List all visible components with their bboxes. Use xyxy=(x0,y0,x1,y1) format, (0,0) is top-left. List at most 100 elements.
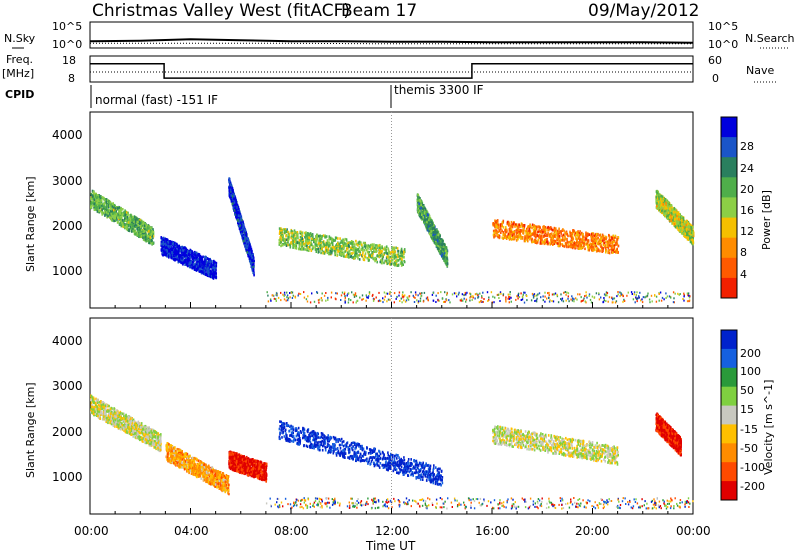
heatmap-cell-power-plot-0 xyxy=(150,233,153,237)
heatmap-cell-power-plot-3 xyxy=(397,255,399,259)
heatmap-cell-power-plot-1 xyxy=(200,256,203,260)
heatmap-cell-power-plot-1 xyxy=(207,272,210,275)
heatmap-cell-power-plot-4 xyxy=(446,262,449,265)
heatmap-cell-power-plot-1 xyxy=(201,262,203,265)
heatmap-cell-power-plot-0 xyxy=(152,242,155,245)
heatmap-cell-power-plot-3 xyxy=(293,229,296,232)
heatmap-cell-power-plot-3 xyxy=(368,250,370,254)
heatmap-cell-power-plot-1 xyxy=(214,260,216,264)
heatmap-cell-power-plot-0 xyxy=(134,230,137,234)
heatmap-cell-power-plot-3 xyxy=(377,254,379,258)
heatmap-cell-power-plot-3 xyxy=(374,256,377,260)
heatmap-cell-power-plot-2 xyxy=(235,215,237,219)
heatmap-cell-power-plot-3 xyxy=(322,234,325,237)
heatmap-cell-power-plot-2 xyxy=(248,243,251,246)
heatmap-cell-power-plot-3 xyxy=(354,248,357,252)
heatmap-cell-power-plot-0 xyxy=(98,197,100,200)
heatmap-cell-power-plot-4 xyxy=(440,251,443,255)
heatmap-cell-power-plot-3 xyxy=(393,261,396,265)
heatmap-cell-power-plot-5 xyxy=(520,236,523,240)
heatmap-cell-power-plot-3 xyxy=(371,251,373,255)
heatmap-cell-power-plot-3 xyxy=(309,233,311,237)
heatmap-cell-power-plot-3 xyxy=(373,248,375,252)
heatmap-cell-power-plot-0 xyxy=(130,213,132,217)
heatmap-cell-power-plot-2 xyxy=(249,257,252,260)
heatmap-cell-power-plot-1 xyxy=(185,254,187,257)
heatmap-cell-power-plot-3 xyxy=(383,253,385,256)
heatmap-cell-power-plot-3 xyxy=(306,234,309,238)
heatmap-cell-power-plot-1 xyxy=(164,250,167,254)
heatmap-cell-power-plot-0 xyxy=(115,216,118,220)
heatmap-cell-power-plot-0 xyxy=(118,208,121,212)
heatmap-cell-power-plot-0 xyxy=(127,224,130,227)
heatmap-cell-power-plot-1 xyxy=(187,250,189,253)
heatmap-cell-power-plot-1 xyxy=(207,258,210,261)
heatmap-cell-power-plot-0 xyxy=(150,238,153,242)
heatmap-cell-power-plot-1 xyxy=(192,254,194,257)
heatmap-cell-power-plot-0 xyxy=(104,208,106,211)
heatmap-cell-power-plot-3 xyxy=(294,237,297,240)
heatmap-cell-power-plot-5 xyxy=(536,231,538,234)
heatmap-cell-power-plot-2 xyxy=(228,189,231,192)
freq-tick-bottom: 8 xyxy=(68,72,75,85)
heatmap-cell-power-plot-1 xyxy=(169,251,172,254)
heatmap-cell-power-plot-1 xyxy=(188,262,191,265)
heatmap-cell-power-plot-1 xyxy=(192,259,195,262)
heatmap-cell-power-plot-1 xyxy=(197,266,199,270)
heatmap-cell-power-plot-1 xyxy=(212,276,214,279)
heatmap-cell-power-plot-0 xyxy=(118,216,120,219)
heatmap-cell-power-plot-2 xyxy=(252,265,254,269)
heatmap-cell-power-plot-3 xyxy=(295,244,298,248)
heatmap-cell-power-plot-1 xyxy=(210,262,213,265)
heatmap-cell-power-plot-4 xyxy=(435,243,438,247)
heatmap-cell-power-plot-0 xyxy=(140,230,142,233)
heatmap-cell-power-plot-0 xyxy=(110,206,112,209)
heatmap-cell-power-plot-3 xyxy=(287,230,289,234)
heatmap-cell-power-plot-5 xyxy=(574,231,576,235)
heatmap-cell-power-plot-1 xyxy=(164,237,167,241)
heatmap-cell-power-plot-1 xyxy=(181,259,184,262)
heatmap-cell-power-plot-0 xyxy=(111,214,114,217)
heatmap-cell-power-plot-5 xyxy=(605,250,607,254)
heatmap-cell-power-plot-2 xyxy=(243,238,245,241)
heatmap-cell-power-plot-4 xyxy=(445,252,448,256)
heatmap-cell-power-plot-2 xyxy=(248,257,251,260)
heatmap-cell-power-plot-0 xyxy=(132,218,135,222)
heatmap-cell-power-plot-5 xyxy=(530,234,532,238)
heatmap-cell-power-plot-3 xyxy=(373,246,376,250)
nsky-label: N.Sky xyxy=(4,32,36,45)
heatmap-cell-power-plot-5 xyxy=(496,223,499,226)
heatmap-cell-power-plot-4 xyxy=(426,224,429,227)
heatmap-cell-power-plot-3 xyxy=(301,246,304,249)
heatmap-cell-power-plot-5 xyxy=(584,238,586,242)
heatmap-cell-power-plot-4 xyxy=(417,211,420,214)
heatmap-cell-power-plot-4 xyxy=(438,236,441,239)
heatmap-cell-power-plot-4 xyxy=(445,263,448,266)
heatmap-cell-power-plot-1 xyxy=(202,270,204,274)
heatmap-cell-power-plot-5 xyxy=(576,233,578,237)
heatmap-cell-power-plot-3 xyxy=(328,241,331,244)
heatmap-cell-power-plot-1 xyxy=(174,241,176,245)
series-line-nsky xyxy=(89,38,694,44)
heatmap-cell-power-plot-2 xyxy=(230,194,232,197)
heatmap-cell-power-plot-3 xyxy=(391,250,394,254)
heatmap-cell-power-plot-1 xyxy=(213,272,216,275)
heatmap-cell-power-plot-3 xyxy=(287,236,289,239)
heatmap-cell-power-plot-2 xyxy=(236,209,238,212)
heatmap-cell-power-plot-0 xyxy=(99,196,102,200)
heatmap-cell-power-plot-2 xyxy=(229,193,232,196)
heatmap-cell-power-plot-3 xyxy=(362,246,364,250)
heatmap-cell-power-plot-1 xyxy=(193,259,196,262)
heatmap-cell-power-plot-5 xyxy=(558,236,560,240)
heatmap-cell-power-plot-5 xyxy=(555,229,557,232)
heatmap-cell-power-plot-5 xyxy=(609,235,611,239)
heatmap-cell-power-plot-0 xyxy=(115,212,118,216)
heatmap-cell-power-plot-0 xyxy=(114,214,117,218)
heatmap-cell-power-plot-3 xyxy=(403,259,405,263)
heatmap-cell-power-plot-1 xyxy=(183,251,185,254)
heatmap-cell-power-plot-1 xyxy=(207,261,210,264)
heatmap-cell-power-plot-0 xyxy=(132,224,134,228)
heatmap-cell-power-plot-0 xyxy=(130,215,133,219)
heatmap-cell-power-plot-2 xyxy=(251,263,254,267)
heatmap-cell-power-plot-5 xyxy=(544,234,547,238)
